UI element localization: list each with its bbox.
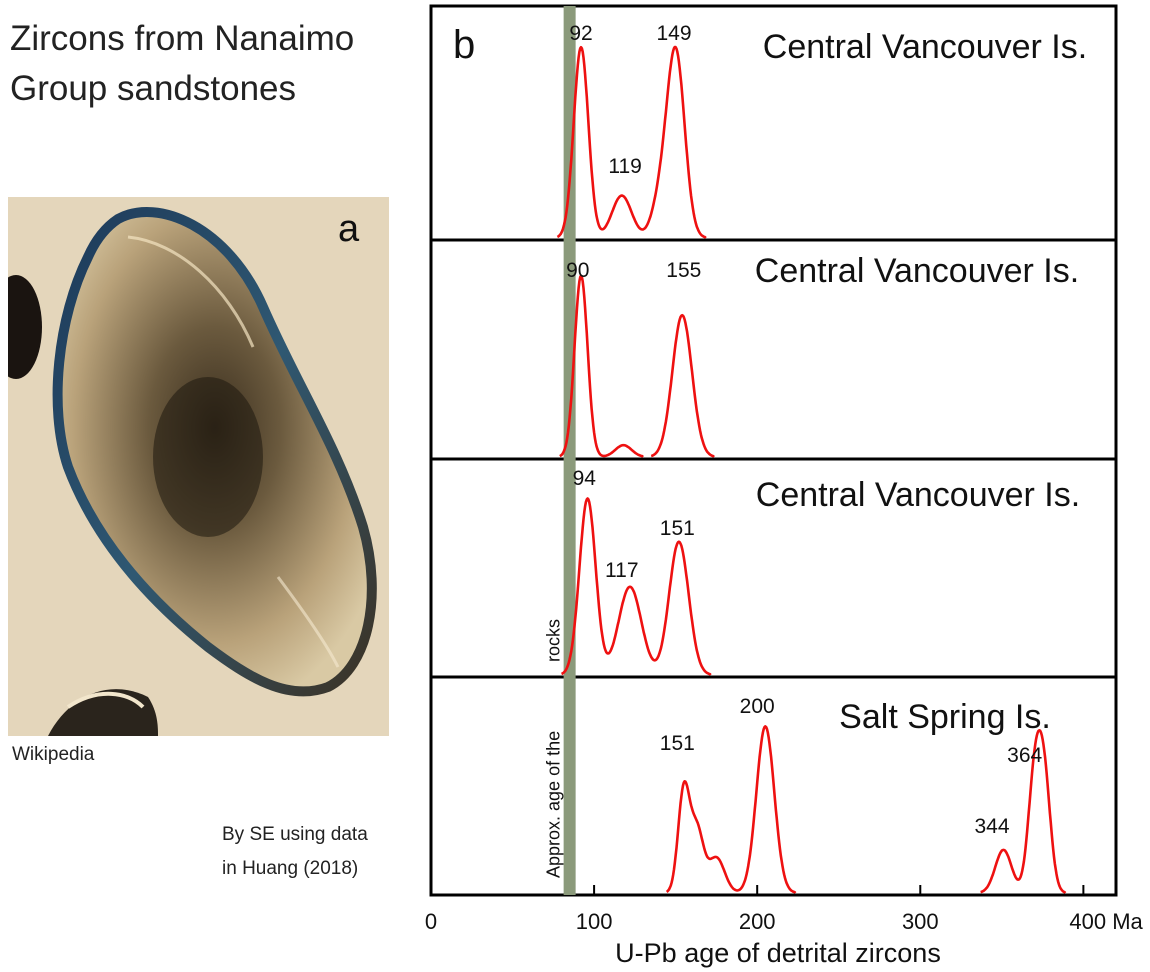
band-label-line-1: Approx. age of the [544, 731, 564, 878]
panel-names: Central Vancouver Is. Central Vancouver I… [755, 28, 1087, 736]
band-label: Approx. age of the rocks [544, 619, 564, 878]
panel-name-1: Central Vancouver Is. [763, 28, 1087, 66]
density-curve-3 [561, 497, 712, 676]
peak-label: 149 [656, 22, 691, 45]
peak-label: 94 [573, 467, 597, 490]
title-line-1: Zircons from Nanaimo [10, 19, 355, 58]
x-tick-label: 400 Ma [1069, 909, 1143, 934]
peak-label: 151 [660, 732, 695, 755]
credit-line-1: By SE using data [222, 824, 368, 845]
x-axis: 0 100 200 300 400 Ma [425, 885, 1144, 934]
title-line-2: Group sandstones [10, 69, 297, 108]
credit-line-2: in Huang (2018) [222, 858, 359, 879]
peak-label: 92 [569, 22, 592, 45]
chart-panels [429, 4, 1118, 897]
x-tick-label: 0 [425, 909, 437, 934]
panel-name-3: Central Vancouver Is. [756, 476, 1080, 514]
chart-curves [556, 45, 1067, 894]
x-tick-label: 300 [902, 909, 939, 934]
crystal-dark-core [153, 377, 263, 537]
density-curve-4 [665, 725, 1067, 894]
band-label-line-2: rocks [544, 619, 564, 662]
peak-label: 119 [608, 155, 641, 178]
panel-label-b: b [453, 23, 475, 67]
peak-label: 200 [740, 695, 775, 718]
peak-label: 364 [1007, 744, 1042, 767]
zircon-photo-panel: a [8, 197, 389, 736]
peak-label: 155 [666, 259, 701, 282]
chart-frame [429, 4, 1118, 897]
peak-label: 90 [566, 259, 589, 282]
x-tick-label: 100 [576, 909, 613, 934]
density-curve-2 [559, 274, 715, 458]
peak-label: 117 [605, 559, 638, 582]
rock-age-band [563, 6, 576, 895]
zircon-crystal-photo-icon: a [8, 197, 389, 736]
panel-name-4: Salt Spring Is. [839, 698, 1051, 736]
peak-label: 344 [974, 815, 1009, 838]
x-tick-label: 200 [739, 909, 776, 934]
photo-caption: Wikipedia [12, 744, 95, 765]
data-credit: By SE using data in Huang (2018) [222, 818, 422, 886]
panel-name-2: Central Vancouver Is. [755, 252, 1079, 290]
peak-labels: 92 119 149 90 155 94 117 151 151 200 344 364 [566, 22, 1042, 838]
figure-title: Zircons from Nanaimo Group sandstones [10, 14, 430, 114]
bubble-left [8, 275, 42, 379]
density-curve-1 [556, 45, 707, 239]
fragment-bottom [48, 689, 158, 736]
peak-label: 151 [660, 517, 695, 540]
x-axis-label: U-Pb age of detrital zircons [615, 938, 941, 968]
photo-label-a: a [338, 208, 360, 250]
